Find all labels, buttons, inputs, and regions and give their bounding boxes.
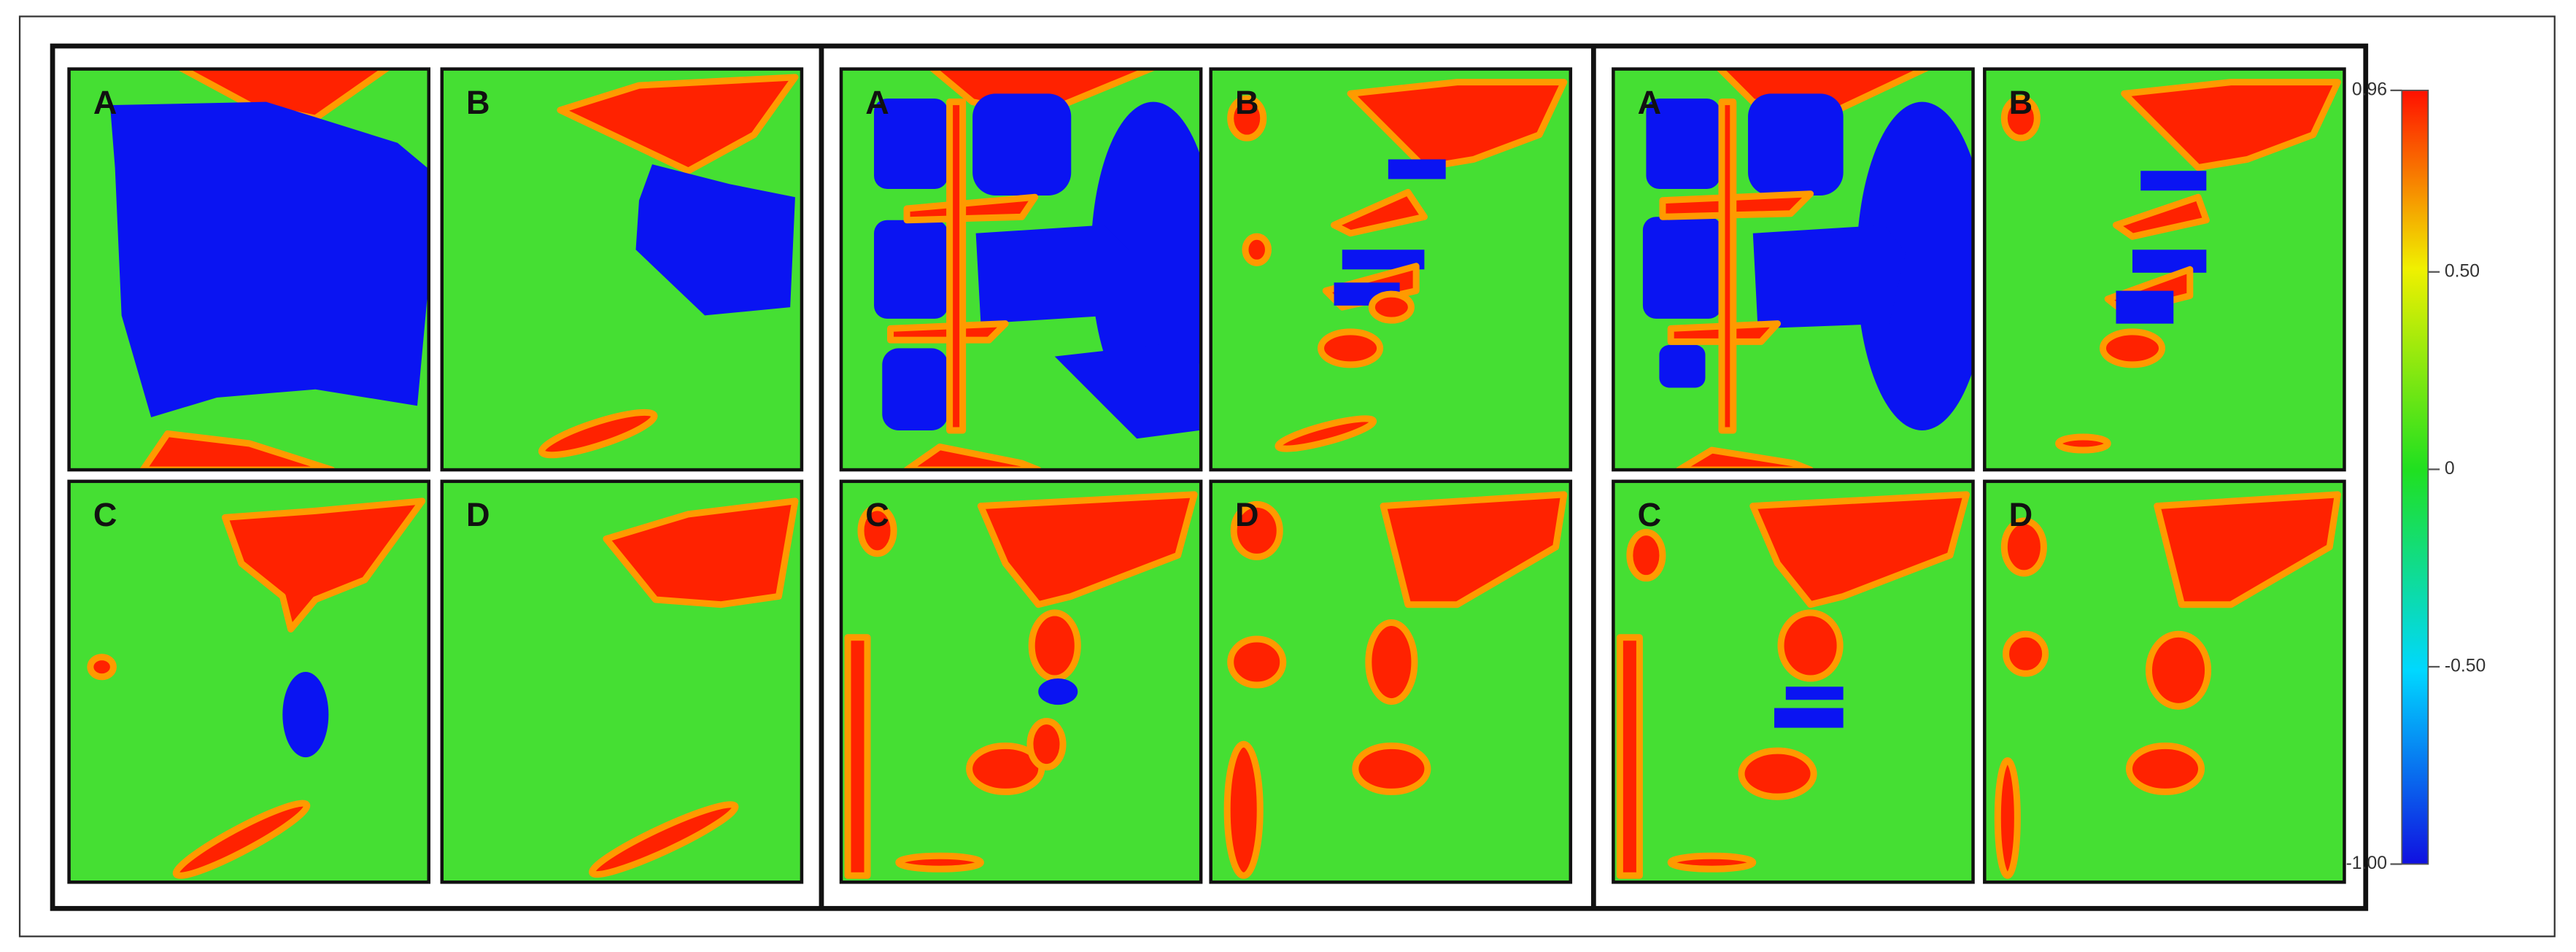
panel-border (67, 67, 431, 472)
panel (441, 69, 802, 471)
panel-border (1612, 67, 1975, 472)
panel-border (1612, 479, 1975, 884)
panel (69, 69, 429, 470)
panel (1984, 481, 2345, 883)
panel-border (1983, 67, 2346, 472)
panel-border (1209, 479, 1573, 884)
panel (1210, 69, 1571, 471)
outer-frame (18, 15, 2556, 937)
panel-border (440, 479, 804, 884)
panel-label: D (2009, 496, 2033, 533)
panel-label: B (1235, 84, 1259, 121)
panel-label: B (466, 84, 490, 121)
panel-label: A (93, 84, 117, 121)
panel-frame (50, 43, 2369, 911)
panel-label: C (93, 496, 117, 533)
colorbar-tick-label: -1.00 (2346, 854, 2387, 873)
panel (840, 481, 1202, 883)
panel (1210, 481, 1571, 883)
panel (1613, 481, 1973, 883)
panel-label: A (1638, 84, 1662, 121)
colorbar-tick-label: -0.50 (2445, 656, 2486, 676)
colorbar-tick-label: 0.50 (2445, 261, 2480, 281)
colorbar-tick-label: 0 (2445, 459, 2455, 479)
panel-label: B (2009, 84, 2033, 121)
panel (1984, 69, 2345, 471)
panel (1613, 69, 1973, 470)
panel-label: A (865, 84, 889, 121)
panel-border (440, 67, 804, 472)
panel-label: C (865, 496, 889, 533)
panel-border (839, 67, 1203, 472)
panel (69, 481, 429, 884)
panel (441, 481, 802, 883)
panel-border (839, 479, 1203, 884)
panel-label: C (1638, 496, 1662, 533)
panel-label: D (466, 496, 490, 533)
colorbar (2401, 89, 2429, 865)
panel-border (67, 479, 431, 884)
panel (840, 69, 1215, 470)
panel-border (1209, 67, 1573, 472)
colorbar-tick-label: 0.96 (2352, 80, 2387, 99)
panel-border (1983, 479, 2346, 884)
panel-label: D (1235, 496, 1259, 533)
